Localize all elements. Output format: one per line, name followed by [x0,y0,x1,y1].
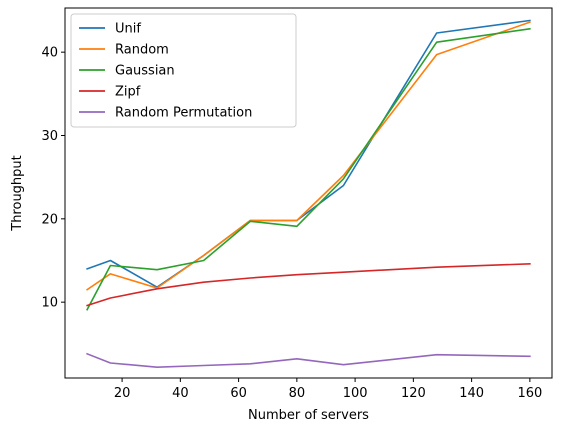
y-tick-label: 20 [41,212,58,227]
axes-layer: 20 40 60 80 100 120 140 160 10 20 30 40 [41,7,553,401]
x-axis-title: Number of servers [248,408,369,423]
x-tick-label: 140 [459,386,484,401]
y-axis-title: Throughput [10,155,25,232]
x-tick-label: 40 [172,386,189,401]
y-tick-label: 30 [41,129,58,144]
x-tick-label: 100 [343,386,368,401]
x-tick-label: 60 [230,386,247,401]
series-line-random [86,21,531,291]
legend-label-zipf: Zipf [115,85,141,100]
y-tick-label: 10 [41,296,58,311]
series-line-gaussian [86,27,531,311]
axes-frame [64,7,553,379]
series-layer [86,19,531,368]
series-line-random-permutation [86,352,531,368]
x-tick-label: 20 [114,386,131,401]
legend-label-random: Random [115,43,169,58]
x-tick-label: 120 [401,386,426,401]
legend-box [70,13,297,128]
legend-label-unif: Unif [115,22,141,37]
legend: Unif Random Gaussian Zipf Random Permutation [70,13,297,128]
legend-label-gaussian: Gaussian [115,64,175,79]
x-tick-label: 80 [289,386,306,401]
legend-label-random-permutation: Random Permutation [115,106,252,121]
y-tick-label: 40 [41,46,58,61]
x-tick-label: 160 [517,386,542,401]
series-line-zipf [86,263,531,307]
